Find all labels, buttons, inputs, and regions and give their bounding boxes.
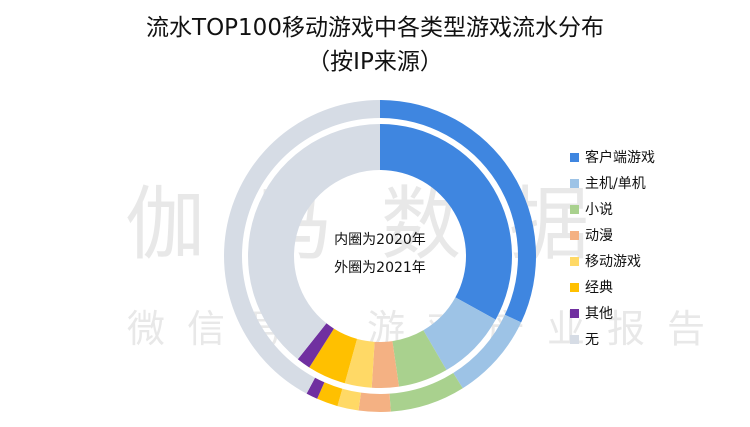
legend-label: 动漫 [585,228,613,244]
legend-item: 经典 [570,274,655,300]
donut-segment [309,328,358,384]
legend-swatch-icon [570,230,579,240]
legend-item: 移动游戏 [570,248,655,274]
legend-swatch-icon [570,178,579,188]
donut-segment [337,388,361,411]
legend-item: 客户端游戏 [570,144,655,170]
donut-segment [371,341,400,388]
chart-subtitle: （按IP来源） [307,49,443,75]
chart-title: 流水TOP100移动游戏中各类型游戏流水分布 [146,15,604,41]
legend-item: 主机/单机 [570,170,655,196]
donut-segment [453,314,522,389]
legend-label: 无 [585,332,599,348]
legend-label: 其他 [585,306,613,322]
donut-segment [248,124,380,360]
legend-label: 经典 [585,280,613,296]
donut-segment [297,323,334,368]
legend-item: 无 [570,326,655,352]
donut-segment [380,100,536,323]
donut-segment [380,124,513,320]
inner-ring-2020 [248,124,513,388]
legend-label: 小说 [585,202,613,218]
donut-segment [423,297,496,371]
donut-segment [389,372,463,412]
donut-segment [317,382,343,407]
legend-item: 小说 [570,196,655,222]
legend-swatch-icon [570,204,579,214]
donut-segment [344,338,375,388]
donut-segment [306,377,325,399]
donut-segment [358,392,391,413]
inner-ring-label: 内圈为2020年 [334,232,426,248]
legend-label: 移动游戏 [585,254,641,270]
outer-ring-label: 外圈为2021年 [334,260,426,276]
legend-item: 动漫 [570,222,655,248]
legend-label: 主机/单机 [585,176,646,192]
donut-segment [224,100,380,394]
legend-item: 其他 [570,300,655,326]
outer-ring-2021 [224,100,536,413]
donut-segment [392,330,447,387]
legend: 客户端游戏主机/单机小说动漫移动游戏经典其他无 [570,144,655,352]
legend-swatch-icon [570,308,579,318]
legend-swatch-icon [570,334,579,344]
legend-swatch-icon [570,282,579,292]
legend-label: 客户端游戏 [585,150,655,166]
legend-swatch-icon [570,152,579,162]
legend-swatch-icon [570,256,579,266]
